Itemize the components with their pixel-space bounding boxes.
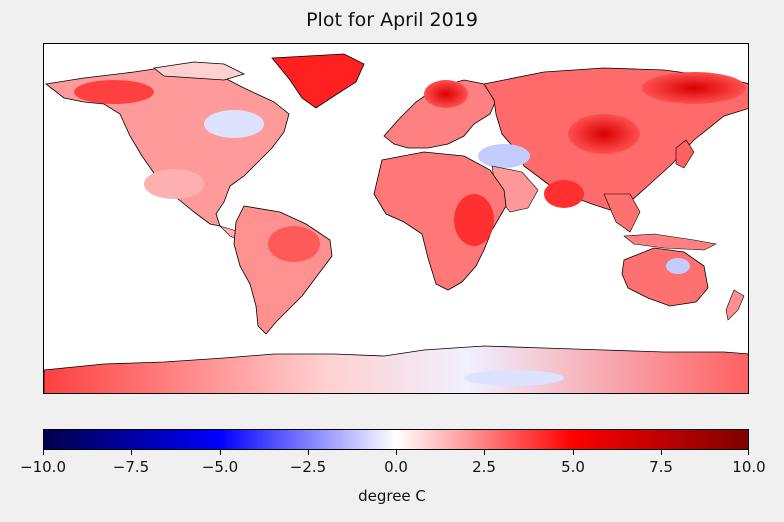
new-zealand-land (725, 289, 745, 321)
antarctica-land (44, 345, 748, 393)
australia-cool-patch (666, 258, 690, 274)
siberia-hot-patch (642, 72, 746, 104)
colorbar (43, 429, 749, 450)
scandinavia-hot-patch (424, 80, 468, 108)
colorbar-tick (484, 450, 485, 455)
africa-land (373, 151, 507, 291)
japan-land (675, 139, 695, 169)
colorbar-tick (748, 450, 749, 455)
east-africa-hot-patch (454, 194, 494, 246)
plot-title: Plot for April 2019 (306, 9, 478, 31)
colorbar-tick-label: 10.0 (732, 458, 766, 476)
colorbar-tick-label: −7.5 (112, 458, 150, 476)
colorbar-tick-label: 2.5 (472, 458, 496, 476)
world-map (43, 43, 749, 394)
colorbar-tick (573, 450, 574, 455)
middle-east-cool-patch (478, 144, 530, 168)
brazil-warm-patch (268, 226, 320, 262)
colorbar-label: degree C (358, 487, 426, 505)
colorbar-tick-label: −10.0 (20, 458, 66, 476)
australia-land (621, 247, 709, 307)
greenland-land (271, 53, 365, 109)
colorbar-tick-label: 7.5 (649, 458, 673, 476)
south-america-land (233, 205, 333, 335)
indochina-land (603, 193, 641, 233)
colorbar-tick (43, 450, 44, 455)
indonesia-land (623, 233, 717, 251)
colorbar-tick (131, 450, 132, 455)
map-svg (44, 53, 748, 393)
mexico-warm-patch (144, 169, 204, 199)
antarctica-cool-patch (464, 370, 564, 386)
colorbar-tick (396, 450, 397, 455)
colorbar-tick (308, 450, 309, 455)
colorbar-tick-label: −2.5 (289, 458, 327, 476)
colorbar-tick (220, 450, 221, 455)
colorbar-tick-label: 0.0 (384, 458, 408, 476)
arctic-islands-land (153, 61, 246, 81)
colorbar-tick (661, 450, 662, 455)
colorbar-tick-label: −5.0 (201, 458, 239, 476)
colorbar-tick-label: 5.0 (561, 458, 585, 476)
india-warm-patch (544, 180, 584, 208)
alaska-warm-patch (74, 80, 154, 104)
europe-land (383, 79, 497, 149)
north-america-cool-patch (204, 110, 264, 138)
mongolia-hot-patch (568, 114, 640, 154)
